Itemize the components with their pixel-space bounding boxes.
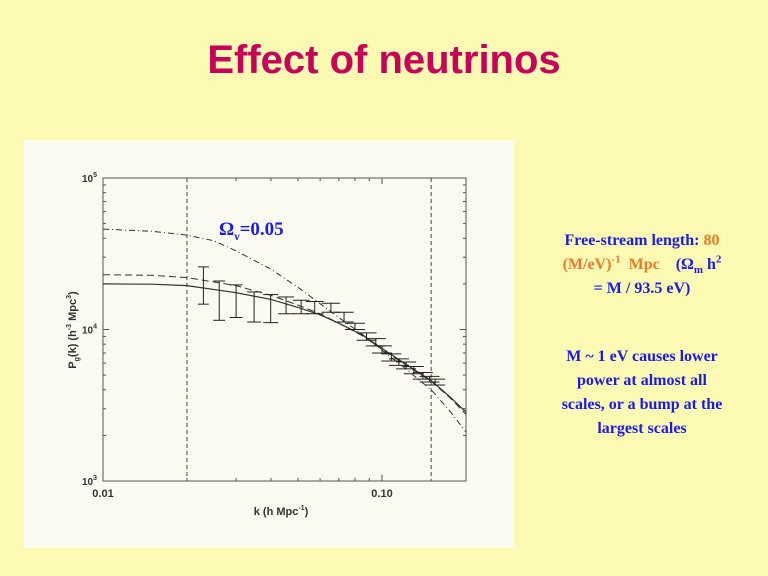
error-bar [425,378,446,386]
error-bar [247,291,262,323]
slide-title: Effect of neutrinos [207,38,561,82]
curve-solid [102,283,467,413]
error-bar [396,361,417,370]
note-h-sup: 2 [715,253,722,266]
note-formula: = M / 93.5 eV) [593,280,691,297]
plot-frame [102,177,467,482]
y-tick-label: 104 [82,324,97,337]
x-axis-label: k (h Mpc-1) [254,505,309,518]
error-bar [381,353,402,362]
note-units: (M/eV)-1 Mpc [562,253,660,273]
mass-effect-note: M ~ 1 eV causes lower power at almost al… [528,345,756,441]
power-spectrum-chart: 0.01 0.10 105 104 103 k (h Mpc-1) Pg(k) (h-3… [66,172,467,518]
error-bar [198,266,209,305]
error-bar [321,302,341,313]
note-omega-sub: m [693,264,704,277]
chart-panel: 0.01 0.10 105 104 103 k (h Mpc-1) Pg(k) (h-3… [24,140,514,548]
y-tick-label: 103 [82,475,97,488]
x-tick-label: 0.10 [371,488,392,500]
error-bar [278,296,294,315]
error-bar [334,311,354,323]
x-tick-label: 0.01 [92,488,113,500]
note-text: Free-stream length: [564,232,704,249]
note-value: 80 [703,232,720,249]
error-bar [213,280,226,321]
error-bar [372,345,393,354]
curve-dashdot [102,228,467,433]
note-h: h [703,256,716,273]
note-line: scales, or a bump at the [561,396,723,413]
error-bar [263,294,279,324]
error-bar [306,301,324,315]
free-stream-note: Free-stream length: 80 (M/eV)-1 Mpc (Ωm … [528,229,756,301]
note-line: largest scales [597,420,687,437]
note-omega: (Ω [675,256,694,273]
error-bar [229,284,243,319]
curve-dashed [102,274,467,415]
error-bar [345,322,365,330]
note-line: M ~ 1 eV causes lower [566,348,718,365]
y-tick-label: 105 [82,172,97,185]
omega-nu-annotation: Ων=0.05 [219,219,284,243]
y-axis-label: Pg(k) (h-3 Mpc3) [66,291,81,369]
note-line: power at almost all [577,372,707,389]
